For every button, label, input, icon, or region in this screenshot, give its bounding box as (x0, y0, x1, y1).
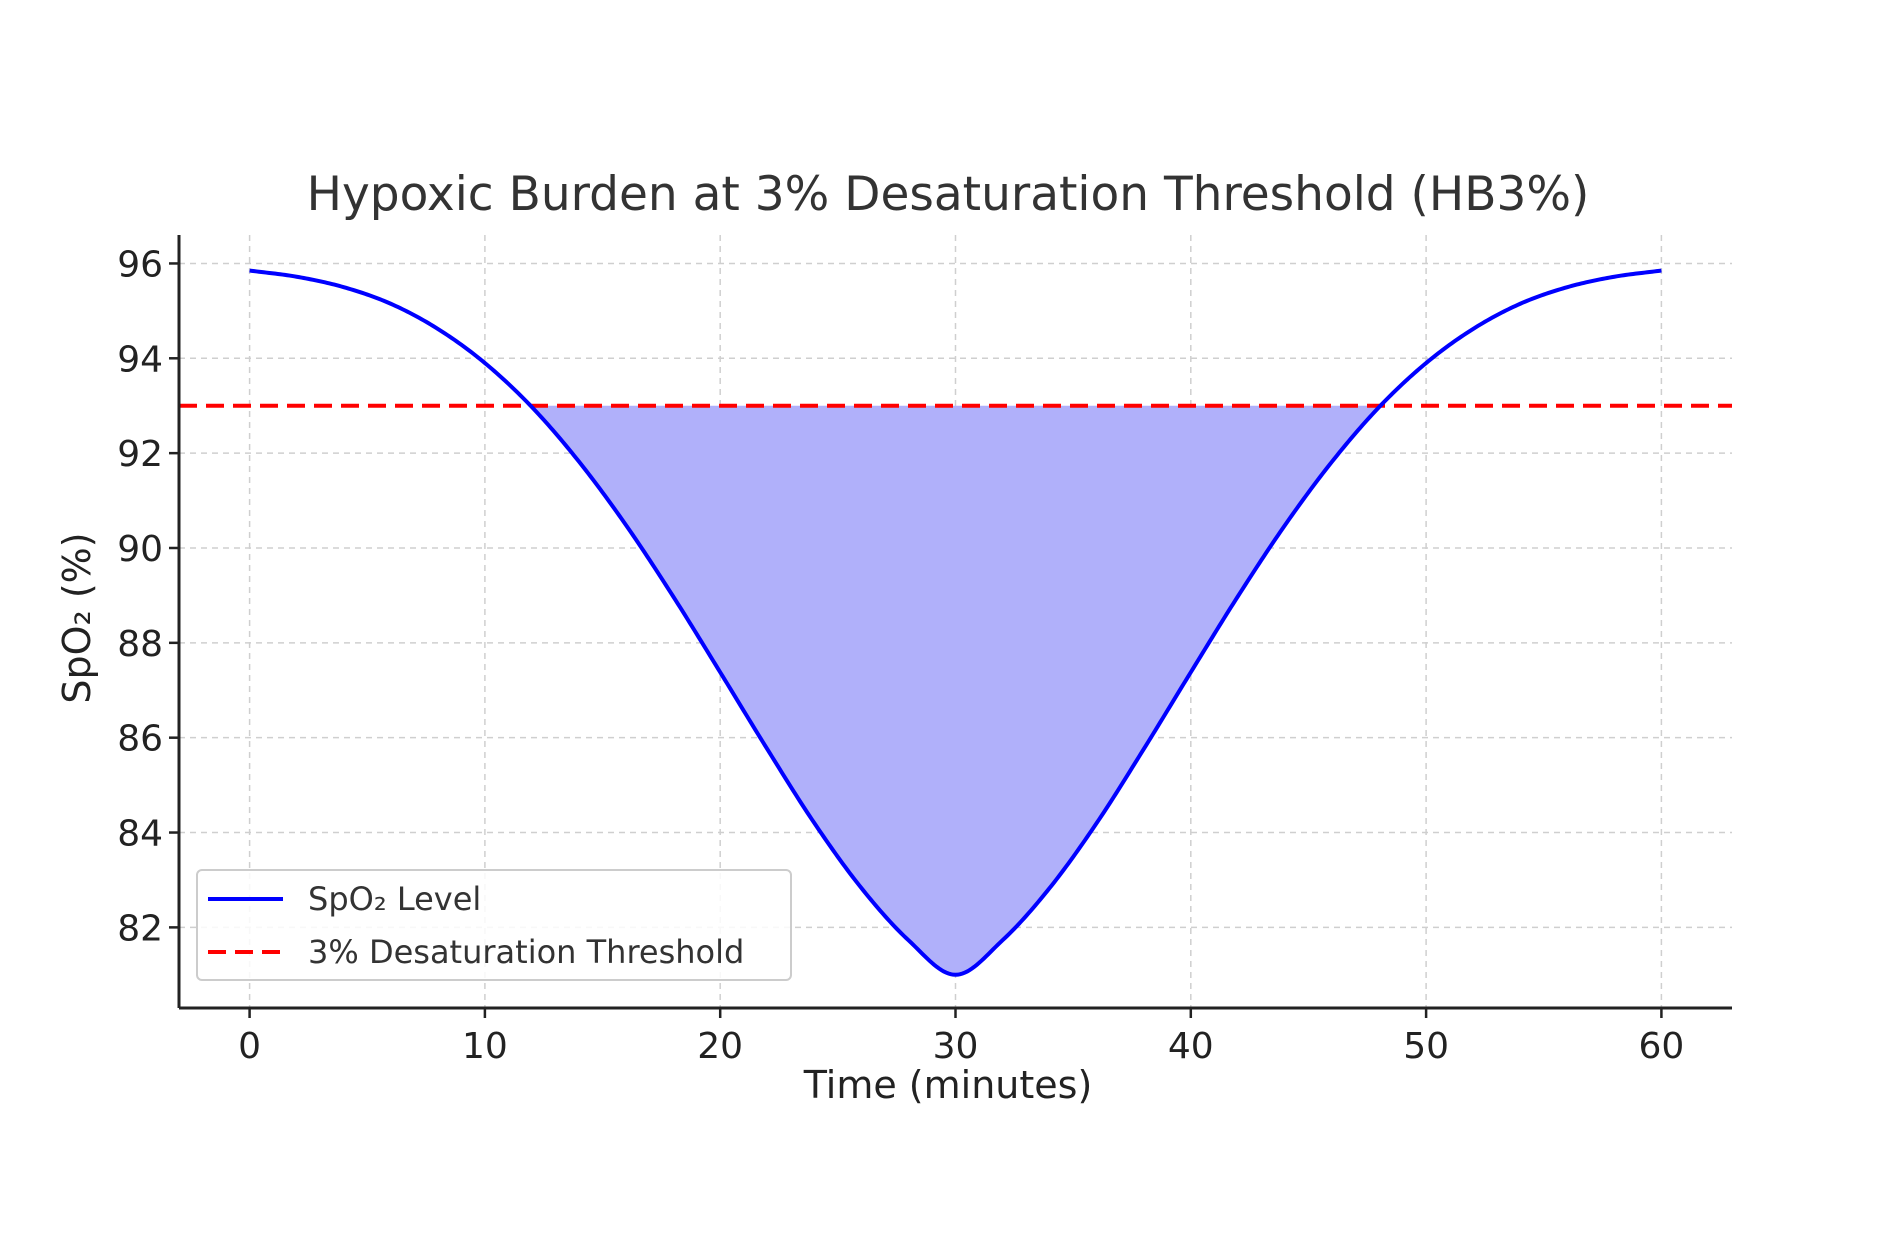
y-tick-label: 90 (117, 529, 163, 570)
x-tick-label: 60 (1639, 1026, 1685, 1067)
x-tick-label: 50 (1403, 1026, 1449, 1067)
legend: SpO₂ Level 3% Desaturation Threshold (196, 869, 792, 981)
x-tick-label: 40 (1168, 1026, 1214, 1067)
legend-label-spo2: SpO₂ Level (308, 880, 481, 918)
y-tick-label: 88 (117, 624, 163, 665)
y-tick-label: 96 (117, 244, 163, 285)
y-axis-ticks: 82 84 86 88 90 92 94 96 (117, 244, 179, 949)
y-tick-label: 86 (117, 719, 163, 760)
x-tick-label: 30 (933, 1026, 979, 1067)
y-tick-label: 94 (117, 339, 163, 380)
x-tick-label: 0 (238, 1026, 261, 1067)
x-tick-label: 10 (462, 1026, 508, 1067)
y-tick-label: 92 (117, 434, 163, 475)
legend-label-threshold: 3% Desaturation Threshold (308, 933, 744, 971)
x-axis-ticks: 0 10 20 30 40 50 60 (238, 1008, 1684, 1067)
chart-title: Hypoxic Burden at 3% Desaturation Thresh… (307, 167, 1590, 222)
x-axis-label: Time (minutes) (803, 1063, 1093, 1107)
y-axis-label: SpO₂ (%) (55, 532, 99, 703)
legend-box (196, 869, 792, 981)
series-spo2-line (249, 268, 1662, 977)
x-tick-label: 20 (697, 1026, 743, 1067)
hypoxic-burden-area (531, 405, 1380, 975)
y-tick-label: 82 (117, 908, 163, 949)
y-tick-label: 84 (117, 814, 163, 855)
